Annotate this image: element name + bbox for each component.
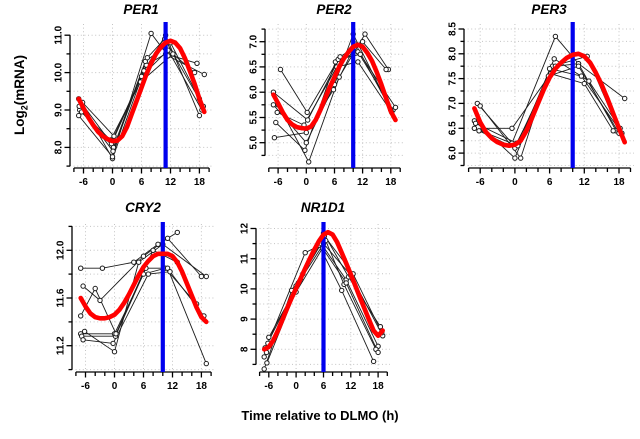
- panel-cry2: -6 0 6 12 18 11.2 11.6 12.0: [20, 198, 224, 402]
- svg-text:12: 12: [345, 381, 357, 392]
- axes: [250, 227, 388, 378]
- svg-text:12: 12: [165, 177, 177, 188]
- svg-text:-6: -6: [81, 381, 90, 392]
- svg-text:12: 12: [357, 177, 369, 188]
- panel-nr1d1: -6 0 6 12 18 8 9 10 11 12: [212, 198, 416, 402]
- panel-title-per2: PER2: [316, 2, 352, 17]
- svg-text:-6: -6: [79, 177, 88, 188]
- tick-labels: -6 0 6 12 18 11.2 11.6 12.0: [56, 240, 208, 392]
- svg-text:6: 6: [332, 177, 338, 188]
- svg-text:5.5: 5.5: [249, 110, 260, 124]
- svg-text:6.5: 6.5: [249, 60, 260, 74]
- tick-labels: -6 0 6 12 18 8 9 10 11 12: [240, 223, 385, 392]
- panel-per2: -6 0 6 12 18 5.0 5.5 6.0 6.5 7.0: [213, 0, 415, 198]
- panel-title-nr1d1: NR1D1: [300, 200, 346, 215]
- x-axis-label: Time relative to DLMO (h): [241, 408, 399, 423]
- svg-text:0: 0: [304, 177, 310, 188]
- panel-title-cry2: CRY2: [125, 200, 161, 215]
- panel-title-per1: PER1: [123, 2, 159, 17]
- mean-curve: [261, 229, 385, 352]
- axes: [64, 34, 210, 174]
- svg-text:0: 0: [112, 381, 118, 392]
- subject-markers: [270, 31, 399, 165]
- svg-text:8.5: 8.5: [448, 22, 459, 36]
- svg-text:-6: -6: [274, 177, 283, 188]
- nr1d1-plot: -6 0 6 12 18 8 9 10 11 12: [240, 222, 390, 392]
- panel-title-per3: PER3: [531, 2, 567, 17]
- svg-text:10.0: 10.0: [54, 62, 65, 82]
- tick-labels: -6 0 6 12 18 8.0 9.0 10.0 11.0: [54, 25, 206, 188]
- svg-text:5.0: 5.0: [249, 135, 260, 149]
- svg-text:18: 18: [373, 381, 385, 392]
- svg-text:-6: -6: [264, 381, 273, 392]
- svg-text:12.0: 12.0: [56, 240, 67, 260]
- tick-labels: -6 0 6 12 18 5.0 5.5 6.0 6.5 7.0: [249, 34, 397, 188]
- panel-per3: -6 0 6 12 18 6.0 6.5 7.0 7.5 8.0 8.5: [418, 0, 640, 198]
- svg-text:12: 12: [167, 381, 179, 392]
- svg-text:6: 6: [139, 177, 145, 188]
- mean-curve: [472, 51, 627, 148]
- gridlines: [464, 24, 634, 168]
- axes: [259, 28, 401, 174]
- svg-text:12: 12: [579, 177, 591, 188]
- svg-text:6.0: 6.0: [249, 85, 260, 99]
- svg-text:10: 10: [240, 283, 251, 295]
- per3-plot: -6 0 6 12 18 6.0 6.5 7.0 7.5 8.0 8.5: [448, 22, 634, 188]
- panel-per1: -6 0 6 12 18 8.0 9.0 10.0 11.0: [20, 0, 220, 198]
- svg-text:7.5: 7.5: [448, 71, 459, 85]
- svg-text:8.0: 8.0: [54, 140, 65, 154]
- svg-text:0: 0: [293, 381, 299, 392]
- svg-text:7.0: 7.0: [249, 34, 260, 48]
- subject-markers: [78, 229, 210, 367]
- mean-curve: [76, 38, 207, 144]
- axes: [66, 225, 212, 378]
- svg-text:18: 18: [194, 177, 206, 188]
- svg-text:6: 6: [547, 177, 553, 188]
- svg-text:11.6: 11.6: [56, 288, 67, 307]
- per2-plot: -6 0 6 12 18 5.0 5.5 6.0 6.5 7.0: [249, 22, 403, 188]
- svg-text:7.0: 7.0: [448, 96, 459, 110]
- mean-curve: [271, 42, 398, 131]
- tick-labels: -6 0 6 12 18 6.0 6.5 7.0 7.5 8.0 8.5: [448, 22, 625, 188]
- svg-text:6: 6: [321, 381, 327, 392]
- svg-text:0: 0: [512, 177, 518, 188]
- svg-text:12: 12: [240, 223, 251, 235]
- svg-text:-6: -6: [476, 177, 485, 188]
- svg-text:8.0: 8.0: [448, 46, 459, 60]
- svg-text:6.5: 6.5: [448, 121, 459, 135]
- svg-text:18: 18: [385, 177, 397, 188]
- svg-text:6.0: 6.0: [448, 146, 459, 160]
- mean-curve: [78, 251, 209, 325]
- axes: [458, 28, 632, 174]
- svg-text:18: 18: [613, 177, 625, 188]
- gridlines: [72, 224, 214, 372]
- cry2-plot: -6 0 6 12 18 11.2 11.6 12.0: [56, 222, 214, 392]
- svg-text:9.0: 9.0: [54, 103, 65, 117]
- svg-text:11.2: 11.2: [56, 336, 67, 355]
- gridlines: [265, 24, 403, 168]
- svg-text:8: 8: [240, 346, 251, 352]
- per1-plot: -6 0 6 12 18 8.0 9.0 10.0 11.0: [54, 22, 212, 188]
- svg-text:11.0: 11.0: [54, 25, 65, 44]
- svg-text:18: 18: [196, 381, 208, 392]
- svg-text:11: 11: [240, 253, 251, 264]
- svg-text:9: 9: [240, 316, 251, 322]
- svg-text:0: 0: [110, 177, 116, 188]
- svg-text:6: 6: [141, 381, 147, 392]
